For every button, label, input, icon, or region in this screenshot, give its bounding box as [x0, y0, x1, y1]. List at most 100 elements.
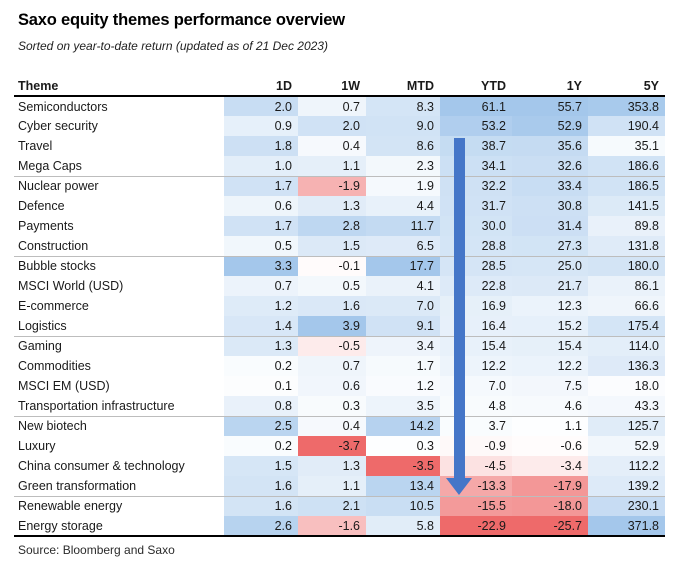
value-cell: 16.4	[440, 316, 512, 337]
table-row: Energy storage 2.6 -1.6 5.8 -22.9 -25.7 371.8	[14, 516, 665, 537]
value-cell: -15.5	[440, 496, 512, 516]
table-row: Commodities 0.2 0.7 1.7 12.2 12.2 136.3	[14, 356, 665, 376]
table-header: Theme 1D 1W MTD YTD 1Y 5Y	[14, 76, 665, 97]
value-cell: 66.6	[588, 296, 665, 316]
value-cell: 353.8	[588, 96, 665, 116]
value-cell: -3.4	[512, 456, 588, 476]
value-cell: 0.4	[298, 416, 366, 436]
value-cell: 0.5	[224, 236, 298, 257]
value-cell: 1.9	[366, 176, 440, 196]
table-row: MSCI World (USD) 0.7 0.5 4.1 22.8 21.7 86.1	[14, 276, 665, 296]
value-cell: 55.7	[512, 96, 588, 116]
value-cell: 112.2	[588, 456, 665, 476]
value-cell: 0.3	[366, 436, 440, 456]
source-note: Source: Bloomberg and Saxo	[18, 543, 175, 557]
table-row: Mega Caps 1.0 1.1 2.3 34.1 32.6 186.6	[14, 156, 665, 177]
value-cell: 12.2	[440, 356, 512, 376]
value-cell: 1.6	[298, 296, 366, 316]
value-cell: 22.8	[440, 276, 512, 296]
theme-label: Gaming	[18, 339, 62, 354]
value-cell: -3.5	[366, 456, 440, 476]
value-cell: 0.8	[224, 396, 298, 417]
value-cell: 35.1	[588, 136, 665, 156]
value-cell: 0.6	[298, 376, 366, 396]
value-cell: 186.6	[588, 156, 665, 177]
value-cell: 1.2	[366, 376, 440, 396]
value-cell: 8.3	[366, 96, 440, 116]
value-cell: 8.6	[366, 136, 440, 156]
value-cell: 1.5	[224, 456, 298, 476]
value-cell: 136.3	[588, 356, 665, 376]
value-cell: 0.6	[224, 196, 298, 216]
value-cell: 21.7	[512, 276, 588, 296]
value-cell: 180.0	[588, 256, 665, 276]
value-cell: 175.4	[588, 316, 665, 337]
value-cell: 1.0	[224, 156, 298, 177]
value-cell: 0.2	[224, 436, 298, 456]
value-cell: 28.5	[440, 256, 512, 276]
theme-label: China consumer & technology	[18, 459, 185, 473]
value-cell: -0.6	[512, 436, 588, 456]
value-cell: 2.6	[224, 516, 298, 537]
value-cell: -0.1	[298, 256, 366, 276]
value-cell: 13.4	[366, 476, 440, 497]
value-cell: 11.7	[366, 216, 440, 236]
value-cell: 32.6	[512, 156, 588, 177]
value-cell: 9.0	[366, 116, 440, 136]
value-cell: 4.1	[366, 276, 440, 296]
value-cell: 30.0	[440, 216, 512, 236]
value-cell: 7.5	[512, 376, 588, 396]
value-cell: -1.9	[298, 176, 366, 196]
value-cell: 16.9	[440, 296, 512, 316]
theme-label: Nuclear power	[18, 179, 99, 194]
theme-label: Renewable energy	[18, 499, 123, 514]
value-cell: 371.8	[588, 516, 665, 537]
table-row: Gaming 1.3 -0.5 3.4 15.4 15.4 114.0	[14, 336, 665, 356]
value-cell: 1.2	[224, 296, 298, 316]
table-row: China consumer & technology 1.5 1.3 -3.5 -4.…	[14, 456, 665, 476]
value-cell: 0.7	[298, 96, 366, 116]
value-cell: -17.9	[512, 476, 588, 497]
table-row: Construction 0.5 1.5 6.5 28.8 27.3 131.8	[14, 236, 665, 257]
col-header-theme: Theme	[14, 76, 224, 97]
theme-label: Travel	[18, 139, 53, 153]
value-cell: -0.5	[298, 336, 366, 356]
value-cell: 15.4	[440, 336, 512, 356]
value-cell: 2.0	[224, 96, 298, 116]
value-cell: 34.1	[440, 156, 512, 177]
table-row: Logistics 1.4 3.9 9.1 16.4 15.2 175.4	[14, 316, 665, 337]
col-header-5y: 5Y	[588, 76, 665, 97]
value-cell: 0.7	[298, 356, 366, 376]
value-cell: 139.2	[588, 476, 665, 497]
value-cell: 25.0	[512, 256, 588, 276]
value-cell: 2.0	[298, 116, 366, 136]
value-cell: 1.1	[512, 416, 588, 436]
theme-label: MSCI EM (USD)	[18, 379, 110, 393]
value-cell: 2.5	[224, 416, 298, 436]
col-header-1y: 1Y	[512, 76, 588, 97]
value-cell: 43.3	[588, 396, 665, 417]
value-cell: -18.0	[512, 496, 588, 516]
value-cell: 89.8	[588, 216, 665, 236]
value-cell: 32.2	[440, 176, 512, 196]
value-cell: 1.7	[224, 176, 298, 196]
table-body: Semiconductors 2.0 0.7 8.3 61.1 55.7 353.8 Cybe…	[14, 96, 665, 537]
table-row: Defence 0.6 1.3 4.4 31.7 30.8 141.5	[14, 196, 665, 216]
theme-label: Transportation infrastructure	[14, 396, 224, 417]
value-cell: 12.3	[512, 296, 588, 316]
value-cell: 0.9	[224, 116, 298, 136]
value-cell: 14.2	[366, 416, 440, 436]
theme-label: Bubble stocks	[18, 259, 96, 274]
value-cell: 7.0	[440, 376, 512, 396]
table-row: Luxury 0.2 -3.7 0.3 -0.9 -0.6 52.9	[14, 436, 665, 456]
value-cell: 7.0	[366, 296, 440, 316]
table-row: Bubble stocks 3.3 -0.1 17.7 28.5 25.0 180.0	[14, 256, 665, 276]
value-cell: 3.9	[298, 316, 366, 337]
value-cell: 114.0	[588, 336, 665, 356]
page-title: Saxo equity themes performance overview	[18, 11, 345, 29]
value-cell: 4.8	[440, 396, 512, 417]
theme-label: Logistics	[14, 316, 224, 337]
performance-table: Theme 1D 1W MTD YTD 1Y 5Y Semiconductors 2.0 0.7…	[14, 76, 665, 537]
theme-label: Construction	[14, 236, 224, 257]
value-cell: 3.7	[440, 416, 512, 436]
